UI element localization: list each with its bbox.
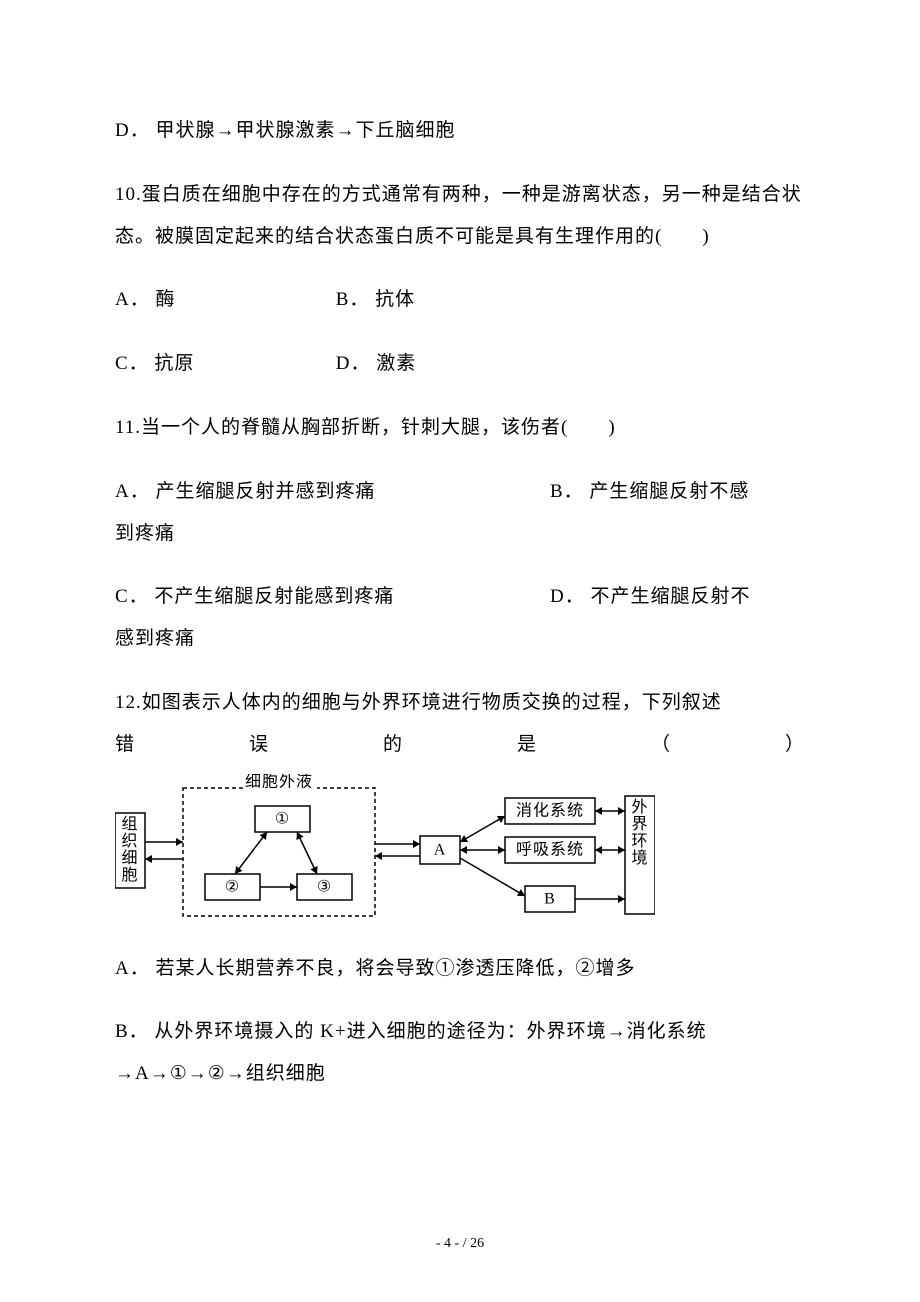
svg-text:组织细胞: 组织细胞 — [121, 815, 138, 884]
svg-text:A: A — [434, 841, 447, 858]
q10-stem: 10.蛋白质在细胞中存在的方式通常有两种，一种是游离状态，另一种是结合状态。被膜… — [115, 174, 805, 258]
q12-stem-line2: 错 误 的 是 （ ） — [115, 724, 805, 766]
q10-option-d: D． 激素 — [336, 343, 416, 385]
q11-option-d-prefix: D． 不产生缩腿反射不 — [550, 586, 750, 607]
q10-options-row2: C． 抗原 D． 激素 — [115, 343, 805, 385]
svg-text:呼吸系统: 呼吸系统 — [516, 840, 584, 858]
q12-stem: 12.如图表示人体内的细胞与外界环境进行物质交换的过程，下列叙述 错 误 的 是… — [115, 682, 805, 766]
q11-option-d-suffix: 感到疼痛 — [115, 628, 195, 649]
q12-diagram: 细胞外液组织细胞 ① ② ③ A 消化系统呼吸系统 B 外界环境 — [115, 774, 655, 926]
svg-text:细胞外液: 细胞外液 — [245, 774, 313, 791]
q12-option-b: B． 从外界环境摄入的 K+进入细胞的途径为：外界环境→消化系统 →A→①→②→… — [115, 1011, 805, 1095]
svg-text:③: ③ — [317, 878, 332, 895]
q12-option-b-line2: →A→①→②→组织细胞 — [115, 1053, 805, 1095]
q11-option-a: A． 产生缩腿反射并感到疼痛 — [115, 471, 550, 513]
q10-option-a: A． 酶 — [115, 279, 330, 321]
q11-option-b-prefix: B． 产生缩腿反射不感 — [550, 481, 749, 502]
svg-text:外界环境: 外界环境 — [631, 798, 648, 867]
svg-text:①: ① — [275, 810, 290, 827]
q11-option-b-suffix: 到疼痛 — [115, 523, 175, 544]
q10-option-b: B． 抗体 — [336, 279, 415, 321]
q10-option-c: C． 抗原 — [115, 343, 330, 385]
svg-text:B: B — [544, 890, 556, 907]
q12-option-a: A． 若某人长期营养不良，将会导致①渗透压降低，②增多 — [115, 948, 805, 990]
q10-options-row1: A． 酶 B． 抗体 — [115, 279, 805, 321]
q11-options-row1: A． 产生缩腿反射并感到疼痛B． 产生缩腿反射不感 到疼痛 — [115, 471, 805, 555]
q11-options-row2: C． 不产生缩腿反射能感到疼痛D． 不产生缩腿反射不 感到疼痛 — [115, 576, 805, 660]
svg-text:消化系统: 消化系统 — [516, 801, 584, 819]
q11-stem: 11.当一个人的脊髓从胸部折断，针刺大腿，该伤者( ) — [115, 407, 805, 449]
q12-stem-line1: 12.如图表示人体内的细胞与外界环境进行物质交换的过程，下列叙述 — [115, 682, 805, 724]
q9-option-d: D． 甲状腺→甲状腺激素→下丘脑细胞 — [115, 110, 805, 152]
q11-option-c: C． 不产生缩腿反射能感到疼痛 — [115, 576, 550, 618]
q12-option-b-line1: B． 从外界环境摄入的 K+进入细胞的途径为：外界环境→消化系统 — [115, 1011, 805, 1053]
svg-text:②: ② — [225, 878, 240, 895]
page-footer: - 4 - / 26 — [0, 1236, 920, 1252]
